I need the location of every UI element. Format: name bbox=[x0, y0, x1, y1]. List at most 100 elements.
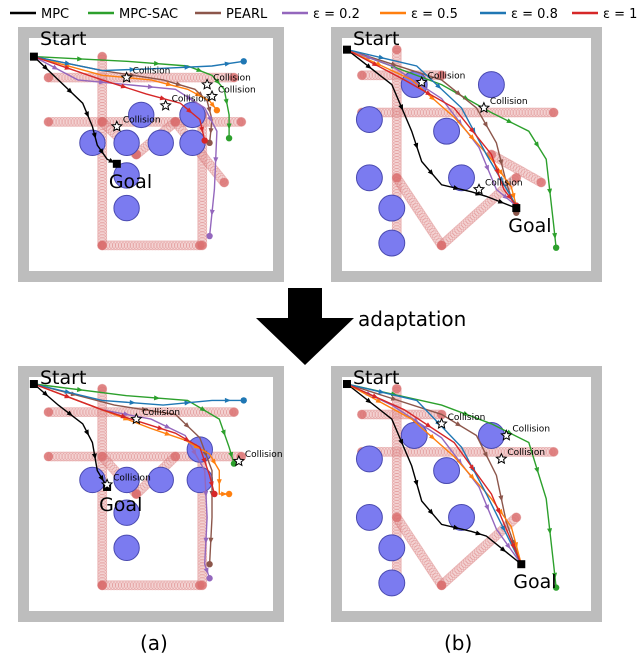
track-dot bbox=[218, 116, 229, 127]
track-end bbox=[44, 73, 54, 83]
arrow-marker bbox=[184, 400, 191, 406]
collision-label: Collision bbox=[507, 448, 545, 458]
track-dot bbox=[507, 161, 518, 172]
track-dot bbox=[406, 195, 417, 206]
track-dot bbox=[197, 225, 208, 236]
track-dot bbox=[61, 116, 72, 127]
track-dot bbox=[97, 174, 108, 185]
arrow-marker bbox=[153, 395, 161, 401]
track-end bbox=[392, 512, 402, 522]
track-dot bbox=[391, 496, 402, 507]
track-dot bbox=[97, 413, 108, 424]
track-dot bbox=[512, 164, 523, 175]
track-dot bbox=[480, 200, 491, 211]
legend-label-3: ε = 0.2 bbox=[313, 7, 360, 22]
track-dot bbox=[197, 200, 208, 211]
track-dot bbox=[180, 580, 191, 591]
track-dot bbox=[408, 197, 419, 208]
arrow-marker bbox=[123, 411, 130, 417]
track-dot bbox=[478, 202, 489, 213]
track-dot bbox=[97, 517, 108, 528]
arrow-marker bbox=[223, 98, 229, 106]
track-dot bbox=[536, 446, 547, 457]
track-dot bbox=[398, 522, 409, 533]
track-dot bbox=[391, 470, 402, 481]
track-dot bbox=[124, 451, 135, 462]
track-end bbox=[229, 407, 239, 417]
track-dot bbox=[391, 461, 402, 472]
collision-label: Collision bbox=[245, 450, 283, 460]
track-dot bbox=[120, 240, 131, 251]
track-dot bbox=[187, 407, 198, 418]
track-dot bbox=[416, 107, 427, 118]
track-dot bbox=[415, 409, 426, 420]
track-dot bbox=[503, 107, 514, 118]
track-dot bbox=[515, 446, 526, 457]
obstacle bbox=[477, 422, 505, 449]
track-dot bbox=[460, 558, 471, 569]
track-dot bbox=[429, 570, 440, 581]
track-dot bbox=[391, 481, 402, 492]
track-dot bbox=[391, 128, 402, 139]
track-dot bbox=[411, 542, 422, 553]
track-dot bbox=[413, 545, 424, 556]
arrow-marker bbox=[129, 399, 136, 405]
track-dot bbox=[396, 180, 407, 191]
arrow-marker bbox=[51, 64, 59, 70]
track-dot bbox=[391, 159, 402, 170]
obstacle bbox=[113, 499, 140, 526]
track-dot bbox=[391, 490, 402, 501]
arrow-marker bbox=[147, 84, 154, 90]
arrow-marker bbox=[505, 542, 511, 550]
trajectory-end bbox=[211, 490, 218, 498]
trajectory-e1 bbox=[33, 383, 216, 495]
arrow-marker bbox=[482, 121, 488, 129]
track-dot bbox=[391, 484, 402, 495]
track-dot bbox=[142, 451, 153, 462]
arrow-marker bbox=[371, 61, 379, 67]
adaptation-arrow bbox=[256, 288, 354, 365]
track-dot bbox=[467, 212, 478, 223]
track-dot bbox=[413, 107, 424, 118]
track-dot bbox=[391, 455, 402, 466]
arrow-marker bbox=[398, 104, 403, 111]
track-end bbox=[536, 177, 546, 187]
track-end bbox=[357, 409, 367, 419]
track-dot bbox=[197, 164, 208, 175]
track-dot bbox=[391, 487, 402, 498]
arrow-marker bbox=[510, 192, 516, 200]
track-dot bbox=[97, 514, 108, 525]
track-dot bbox=[482, 198, 493, 209]
arrow-marker bbox=[64, 389, 71, 394]
track-dot bbox=[530, 107, 541, 118]
track-dot bbox=[500, 446, 511, 457]
arrow-marker bbox=[468, 134, 475, 141]
arrow-marker bbox=[66, 87, 73, 94]
track-dot bbox=[76, 116, 87, 127]
trajectory-end bbox=[206, 232, 213, 240]
track-dot bbox=[184, 72, 195, 83]
panel-a-before: StartGoalCollisionCollisionCollisionColl… bbox=[18, 27, 284, 282]
track-dot bbox=[67, 451, 78, 462]
arrow-marker bbox=[197, 91, 204, 98]
arrow-marker bbox=[159, 95, 167, 101]
track-dot bbox=[97, 562, 108, 573]
track-dot bbox=[425, 107, 436, 118]
track-dot bbox=[197, 210, 208, 221]
obstacle bbox=[477, 71, 505, 99]
arrow-marker bbox=[390, 61, 398, 67]
track-end bbox=[511, 173, 521, 183]
arrow-marker bbox=[468, 127, 475, 134]
track-dot bbox=[126, 580, 137, 591]
arrow-marker bbox=[42, 64, 49, 71]
arrow-marker bbox=[435, 83, 442, 89]
track-dot bbox=[97, 156, 108, 167]
track-dot bbox=[159, 240, 170, 251]
track-dot bbox=[178, 72, 189, 83]
track-end bbox=[392, 45, 402, 55]
track-dot bbox=[117, 240, 128, 251]
track-dot bbox=[58, 116, 69, 127]
arrow-marker bbox=[533, 141, 540, 148]
track-end bbox=[97, 117, 107, 127]
